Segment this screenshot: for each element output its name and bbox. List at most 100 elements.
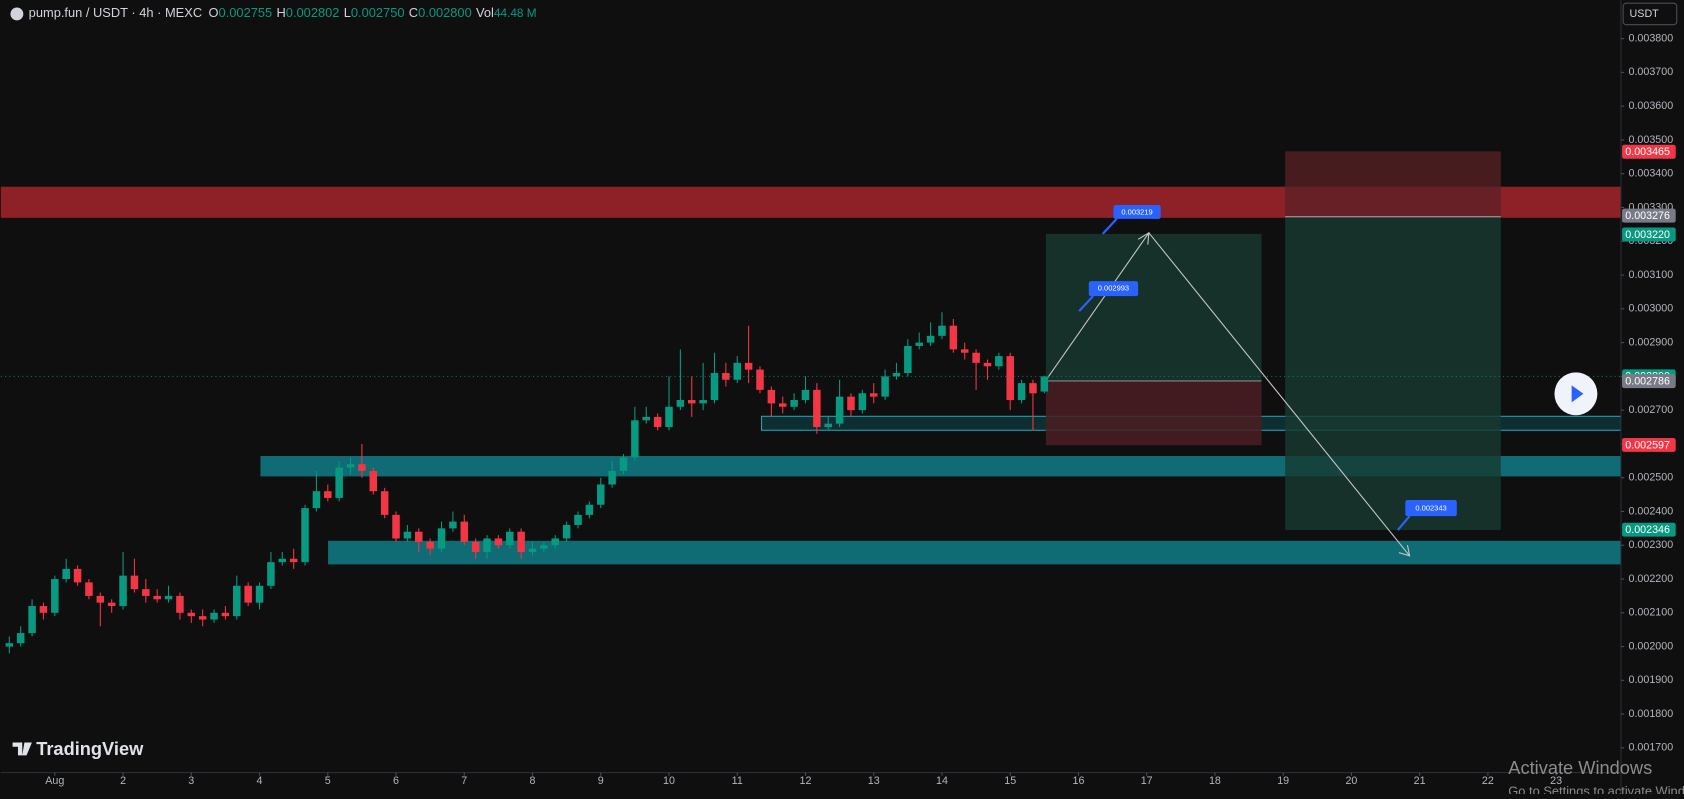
play-icon[interactable] (1571, 385, 1584, 403)
candle-body (722, 372, 730, 380)
x-tick-label: 4 (257, 775, 263, 787)
candle-body (653, 416, 662, 428)
y-tick-label: 0.002100 (1628, 607, 1673, 619)
candle-body (142, 589, 150, 596)
price-label-box (1622, 208, 1676, 223)
candle-body (699, 400, 707, 404)
candle-body (39, 606, 48, 613)
candle-body (198, 616, 207, 620)
price-label-box (1622, 144, 1676, 159)
ohlc-key: C (409, 5, 418, 20)
candle-body (324, 491, 332, 498)
x-tick-label: 21 (1414, 775, 1426, 787)
y-tick-label: 0.002900 (1628, 336, 1673, 348)
y-tick-label: 0.003800 (1628, 32, 1673, 44)
x-tick-label: 13 (868, 775, 880, 787)
x-tick-label: 3 (188, 775, 194, 787)
candle-body (403, 531, 412, 539)
candle-body (460, 521, 469, 542)
y-tick-label: 0.003700 (1628, 66, 1673, 78)
callout-label: 0.003219 (1121, 207, 1152, 216)
x-tick-label: 11 (732, 775, 743, 787)
candle-body (665, 406, 673, 428)
candle-body (938, 325, 946, 336)
candle-body (585, 504, 594, 515)
y-tick-label: 0.003400 (1628, 168, 1673, 180)
candle-body (96, 595, 105, 603)
candle-body (858, 393, 867, 411)
candle-body (949, 325, 958, 350)
candle-body (437, 528, 446, 549)
currency-label[interactable]: USDT (1630, 8, 1660, 20)
callout-label: 0.002343 (1415, 504, 1446, 513)
activation-title: Activate Windows (1508, 757, 1652, 778)
ohlc-value: 0.002800 (418, 5, 472, 20)
arrow-head (1137, 231, 1150, 245)
watermark: TradingView (36, 738, 144, 759)
x-tick-label: 23 (1550, 775, 1562, 787)
symbol: pump.fun / USDT · 4h · MEXC (29, 5, 202, 20)
currency-button[interactable] (1622, 2, 1678, 26)
candle-body (62, 568, 70, 580)
candle-body (164, 595, 173, 600)
long-target (1045, 233, 1262, 381)
candle-body (130, 575, 139, 590)
candle-body (540, 545, 548, 549)
volume-value: 44.48 M (494, 6, 537, 20)
callout (1088, 281, 1139, 297)
callout (1405, 500, 1457, 517)
x-tick-label: 18 (1209, 775, 1221, 787)
callout (1113, 204, 1161, 219)
price-label: 0.002597 (1625, 439, 1670, 451)
y-tick-label: 0.002700 (1628, 404, 1673, 416)
y-tick-label: 0.001700 (1628, 742, 1673, 754)
callout-pointer (1078, 295, 1094, 312)
candle-body (153, 595, 161, 600)
candle-body (869, 393, 878, 397)
candle-body (687, 400, 696, 404)
candle-body (28, 606, 36, 634)
candle-body (756, 369, 764, 390)
candle-body (119, 575, 127, 607)
support-zone (260, 456, 1621, 477)
candle-body (506, 531, 514, 546)
candle-body (255, 585, 264, 603)
candle-body (51, 579, 59, 613)
candle-body (5, 643, 14, 647)
price-label: 0.003220 (1625, 229, 1670, 241)
candle-body (426, 541, 434, 549)
candle-body (85, 582, 93, 596)
candle-body (790, 400, 798, 407)
candle-body (528, 548, 537, 552)
symbol-icon (10, 7, 24, 21)
x-tick-label: 20 (1345, 775, 1357, 787)
candle-body (16, 633, 25, 644)
axes: 0.001700 0.001800 0.001900 0.002000 0.002100… (45, 32, 1676, 787)
candle-body (596, 484, 605, 505)
price-label: 0.003465 (1625, 146, 1670, 158)
y-tick-label: 0.003000 (1628, 303, 1673, 315)
x-tick-label: 22 (1482, 775, 1494, 787)
candle-body (358, 464, 366, 471)
candle-body (392, 514, 400, 539)
candle-body (778, 403, 787, 407)
candle-body (73, 568, 82, 583)
short-target (1285, 216, 1501, 531)
candle-body (960, 349, 969, 353)
candle-body (733, 362, 741, 380)
candle-body (221, 612, 230, 617)
y-tick-label: 0.003500 (1628, 134, 1673, 146)
legend-header: pump.fun / USDT · 4h · MEXC O0.002755 H0.0… (29, 5, 537, 20)
long-stop (1045, 380, 1262, 446)
ohlc-key: O (209, 5, 219, 20)
ohlc-key: H (276, 5, 285, 20)
candle-body (767, 389, 776, 404)
candle-body (915, 342, 923, 346)
short-stop (1285, 151, 1501, 217)
x-tick-label: Aug (45, 775, 64, 787)
candle-body (983, 362, 992, 367)
arrow-head (1398, 544, 1411, 557)
y-tick-label: 0.002500 (1628, 472, 1673, 484)
candle-body (369, 470, 378, 492)
